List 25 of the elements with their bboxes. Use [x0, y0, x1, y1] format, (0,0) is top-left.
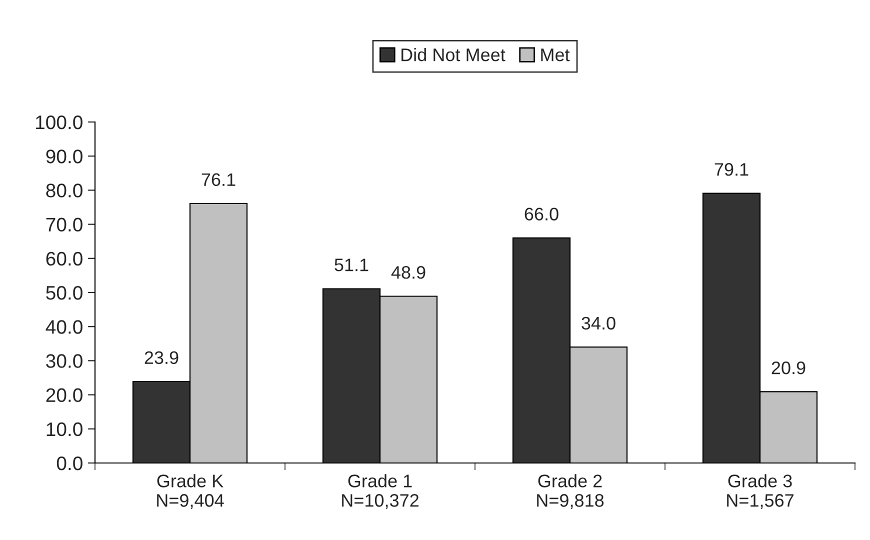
x-tick-label: Grade K N=9,404 [157, 474, 224, 509]
data-label: 23.9 [144, 351, 178, 364]
y-tick-label: 60.0 [46, 252, 82, 266]
data-label: 34.0 [582, 316, 616, 330]
y-tick-label: 100.0 [36, 115, 82, 130]
x-tick-label: Grade 3 N=1,567 [727, 474, 794, 509]
data-label: 48.9 [391, 266, 426, 279]
y-tick-label: 40.0 [46, 320, 82, 334]
y-tick-label: 30.0 [46, 354, 82, 368]
data-label: 76.1 [202, 173, 236, 186]
data-label: 66.0 [524, 208, 558, 220]
y-tick-label: 90.0 [46, 150, 82, 164]
x-tick-label: Grade 2 N=9,818 [537, 474, 604, 509]
data-label: 20.9 [772, 361, 806, 374]
y-tick-label: 80.0 [46, 184, 82, 198]
data-label: 51.1 [334, 258, 368, 272]
x-tick-label: Grade 1 N=10,372 [342, 474, 418, 509]
y-tick-label: 70.0 [46, 218, 82, 232]
y-tick-label: 20.0 [46, 388, 82, 402]
y-tick-label: 10.0 [46, 422, 82, 436]
legend-label: Did Not Meet [402, 48, 506, 62]
y-tick-label: 0.0 [56, 456, 82, 470]
legend-label: Met [541, 48, 570, 62]
data-label: 79.1 [714, 163, 748, 176]
y-tick-label: 50.0 [46, 286, 82, 300]
